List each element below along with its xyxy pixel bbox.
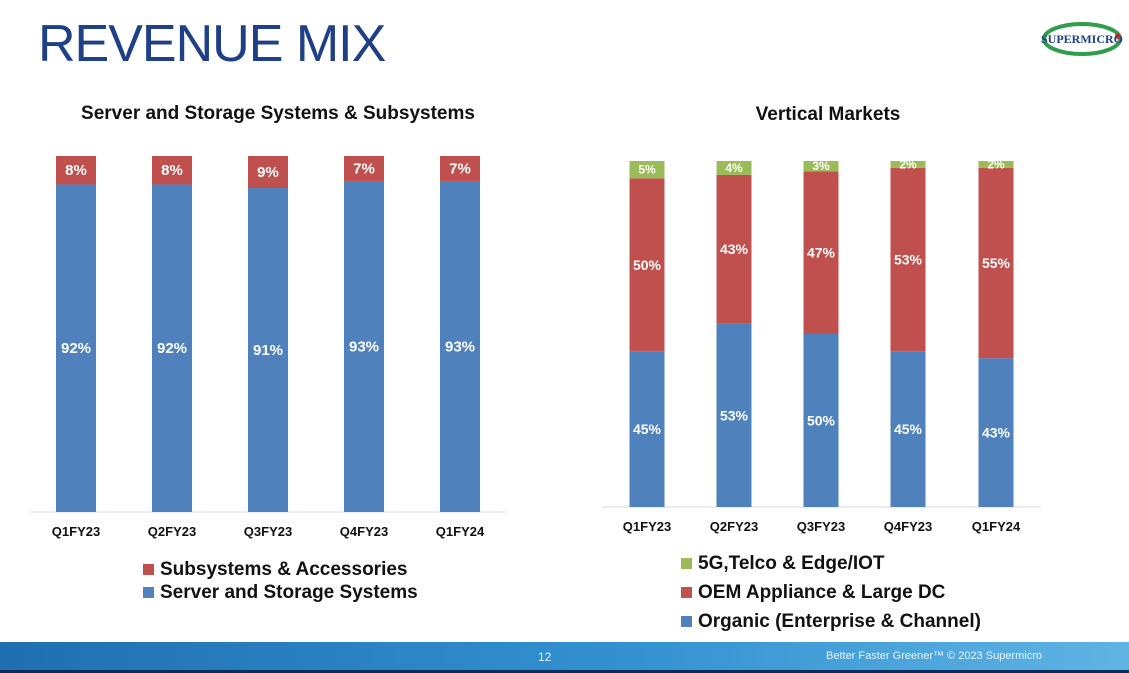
data-label: 93% [445, 338, 475, 355]
bar-segment [716, 174, 752, 324]
legend-label: 5G,Telco & Edge/IOT [698, 552, 885, 574]
data-label: 8% [161, 162, 183, 179]
x-tick-label: Q3FY23 [797, 519, 845, 534]
x-tick-label: Q4FY23 [884, 519, 932, 534]
data-label: 50% [633, 257, 662, 273]
data-label: 7% [449, 160, 471, 177]
bar-segment [978, 161, 1014, 168]
bar-segment [629, 351, 665, 507]
data-label: 5% [638, 163, 656, 177]
x-tick-label: Q4FY23 [340, 524, 388, 539]
x-tick-label: Q1FY24 [972, 519, 1021, 534]
chart-title-systems: Server and Storage Systems & Subsystems [81, 103, 475, 124]
data-label: 3% [812, 159, 830, 173]
data-label: 92% [157, 340, 187, 357]
data-label: 4% [725, 161, 743, 175]
legend-label: OEM Appliance & Large DC [698, 581, 946, 603]
legend-systems: Subsystems & Accessories Server and Stor… [143, 558, 418, 604]
footer-tagline: Better Faster Greener™ © 2023 Supermicro [826, 650, 1042, 662]
x-tick-label: Q2FY23 [710, 519, 758, 534]
bar-segment [890, 161, 926, 168]
bar-segment [344, 156, 384, 181]
data-label: 93% [349, 338, 379, 355]
legend-item-oem: OEM Appliance & Large DC [681, 578, 981, 607]
legend-swatch-red [143, 564, 154, 575]
chart-title-vertical-markets: Vertical Markets [755, 104, 901, 125]
bar-segment [248, 188, 288, 513]
data-label: 2% [987, 157, 1005, 171]
legend-label: Organic (Enterprise & Channel) [698, 610, 981, 632]
legend-label: Server and Storage Systems [160, 581, 418, 603]
data-label: 92% [61, 340, 91, 357]
legend-swatch-red [681, 587, 692, 598]
data-label: 45% [633, 421, 662, 437]
page-number: 12 [538, 650, 552, 664]
legend-swatch-green [681, 558, 692, 569]
bar-segment [716, 161, 752, 175]
bar-segment [629, 178, 665, 352]
legend-item-5g-telco: 5G,Telco & Edge/IOT [681, 549, 981, 578]
x-tick-label: Q1FY24 [436, 524, 485, 539]
bar-segment [978, 358, 1014, 507]
bar-segment [152, 184, 192, 513]
legend-item-organic: Organic (Enterprise & Channel) [681, 607, 981, 636]
logo-emblem-icon [1042, 22, 1122, 56]
legend-item-server-storage: Server and Storage Systems [143, 581, 418, 604]
data-label: 2% [899, 157, 917, 171]
x-tick-label: Q3FY23 [244, 524, 292, 539]
charts-canvas: 92% 8% Q1FY23 92% 8% Q2FY23 91% 9% Q3FY23 93% 7% Q4… [31, 156, 1041, 539]
page-title: REVENUE MIX [38, 15, 386, 73]
bar-segment [56, 184, 96, 513]
bar-segment [890, 351, 926, 507]
bar-segment [56, 156, 96, 185]
data-label: 53% [720, 407, 749, 423]
legend-swatch-blue [681, 616, 692, 627]
bar-segment [440, 180, 480, 513]
bar-segment [344, 180, 384, 513]
legend-vertical-markets: 5G,Telco & Edge/IOT OEM Appliance & Larg… [681, 549, 981, 636]
data-label: 50% [807, 413, 836, 429]
data-label: 45% [894, 421, 923, 437]
data-label: 8% [65, 162, 87, 179]
bar-segment [803, 161, 839, 172]
bar-segment [440, 156, 480, 181]
x-tick-label: Q2FY23 [148, 524, 196, 539]
legend-label: Subsystems & Accessories [160, 558, 408, 580]
footer-divider [0, 670, 1129, 673]
supermicro-logo: SUPERMICRO [1041, 19, 1123, 59]
bar-segment [248, 156, 288, 189]
x-tick-label: Q1FY23 [52, 524, 100, 539]
logo-text: SUPERMICRO [1041, 31, 1124, 46]
footer-bar [0, 642, 1129, 670]
bar-segment [803, 334, 839, 507]
legend-item-subsystems: Subsystems & Accessories [143, 558, 418, 581]
data-label: 43% [720, 241, 749, 257]
x-tick-label: Q1FY23 [623, 519, 671, 534]
bar-segment [152, 156, 192, 185]
bar-segment [716, 323, 752, 507]
data-label: 7% [353, 160, 375, 177]
legend-swatch-blue [143, 587, 154, 598]
bar-segment [978, 167, 1014, 359]
data-label: 9% [257, 164, 279, 181]
bar-segment [803, 171, 839, 334]
data-label: 47% [807, 245, 836, 261]
data-label: 53% [894, 252, 923, 268]
data-label: 55% [982, 255, 1011, 271]
bar-segment [890, 167, 926, 352]
data-label: 43% [982, 425, 1011, 441]
bar-segment [629, 161, 665, 179]
data-label: 91% [253, 342, 283, 359]
